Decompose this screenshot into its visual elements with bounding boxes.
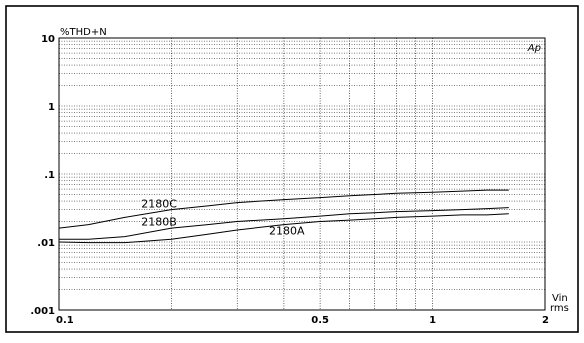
grid	[59, 38, 545, 310]
outer-frame	[5, 5, 579, 333]
x-tick-label: 0.5	[311, 315, 329, 326]
plot-frame	[58, 37, 546, 311]
x-tick-label: 0.1	[56, 315, 74, 326]
series-label-2180a: 2180A	[269, 225, 305, 238]
y-tick-label: 10	[41, 34, 55, 45]
y-tick-label: .1	[44, 170, 55, 181]
y-axis-label: %THD+N	[60, 27, 107, 38]
series-line-2180a	[58, 213, 509, 244]
x-axis-label: Vin	[552, 293, 568, 304]
series-line-2180b	[59, 207, 509, 240]
ap-mark: Ap	[527, 43, 541, 54]
y-tick-label: .001	[30, 306, 55, 317]
series-lines: 2180C 2180B 2180A	[58, 189, 509, 244]
series-label-2180c: 2180C	[141, 198, 177, 211]
x-tick-label: 2	[542, 315, 549, 326]
series-line-2180c	[58, 189, 509, 229]
series-label-2180b: 2180B	[141, 215, 177, 228]
y-tick-label: .01	[37, 238, 55, 249]
x-axis-unit-label: rms	[550, 303, 569, 314]
y-tick-label: 1	[48, 102, 55, 113]
x-tick-label: 1	[429, 315, 436, 326]
